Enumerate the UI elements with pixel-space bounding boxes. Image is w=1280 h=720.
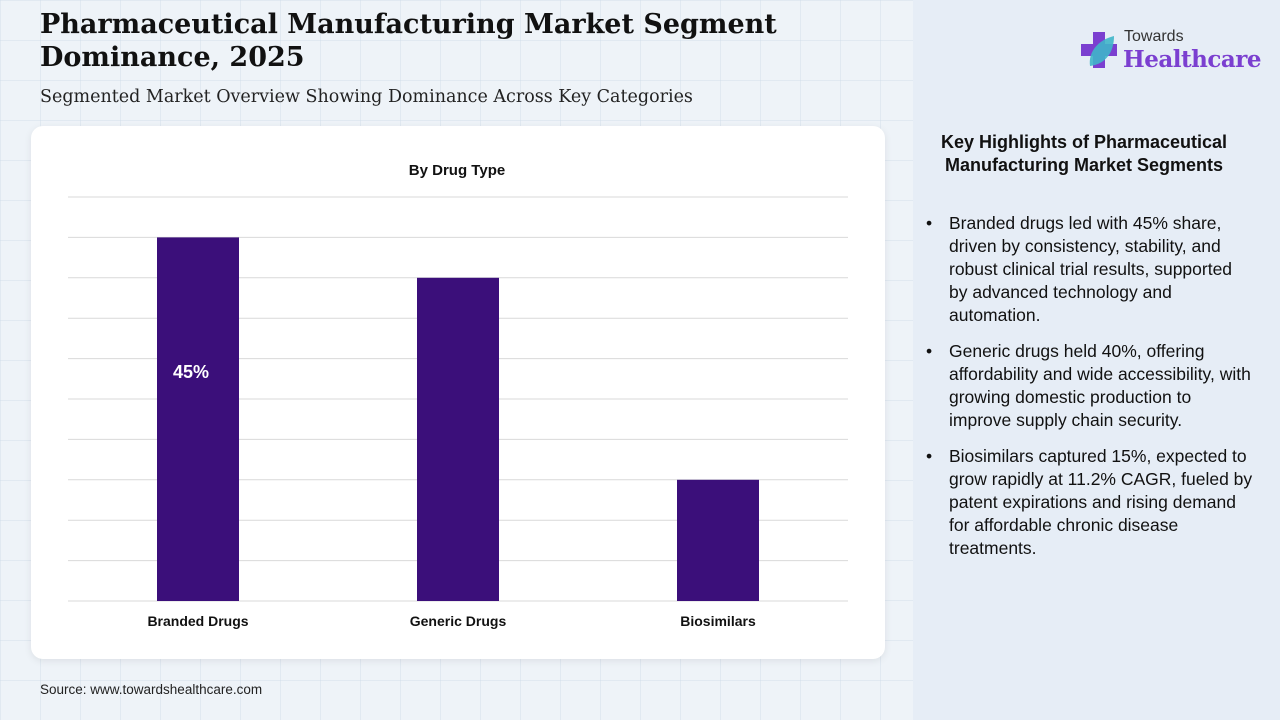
bar-branded-drugs xyxy=(157,237,239,601)
data-label: 45% xyxy=(173,362,209,382)
bar-biosimilars xyxy=(677,479,759,601)
source-text: Source: www.towardshealthcare.com xyxy=(40,682,263,697)
logo-text-healthcare: Healthcare xyxy=(1123,46,1262,73)
page-title: Pharmaceutical Manufacturing Market Segm… xyxy=(40,9,777,73)
highlights-title: Key Highlights of Pharmaceutical Manufac… xyxy=(940,132,1228,175)
highlights-list: Branded drugs led with 45% share, driven… xyxy=(924,212,1254,573)
logo: Towards Healthcare xyxy=(1080,28,1262,78)
chart-card: By Drug Type Branded Drugs 45% Generic Dru… xyxy=(31,126,885,659)
health-cross-icon xyxy=(1081,32,1117,68)
page-subtitle: Segmented Market Overview Showing Domina… xyxy=(40,87,693,107)
chart-title: By Drug Type xyxy=(409,162,505,179)
logo-text-towards: Towards xyxy=(1124,28,1184,45)
bar-chart: By Drug Type Branded Drugs 45% Generic Dru… xyxy=(68,162,848,629)
highlight-item: Biosimilars captured 15%, expected to gr… xyxy=(924,445,1254,560)
x-tick-label: Biosimilars xyxy=(680,613,756,629)
x-tick-label: Branded Drugs xyxy=(147,613,248,629)
highlight-item: Generic drugs held 40%, offering afforda… xyxy=(924,340,1254,432)
highlight-item: Branded drugs led with 45% share, driven… xyxy=(924,212,1254,327)
bar-generic-drugs xyxy=(417,277,499,601)
x-tick-label: Generic Drugs xyxy=(410,613,507,629)
